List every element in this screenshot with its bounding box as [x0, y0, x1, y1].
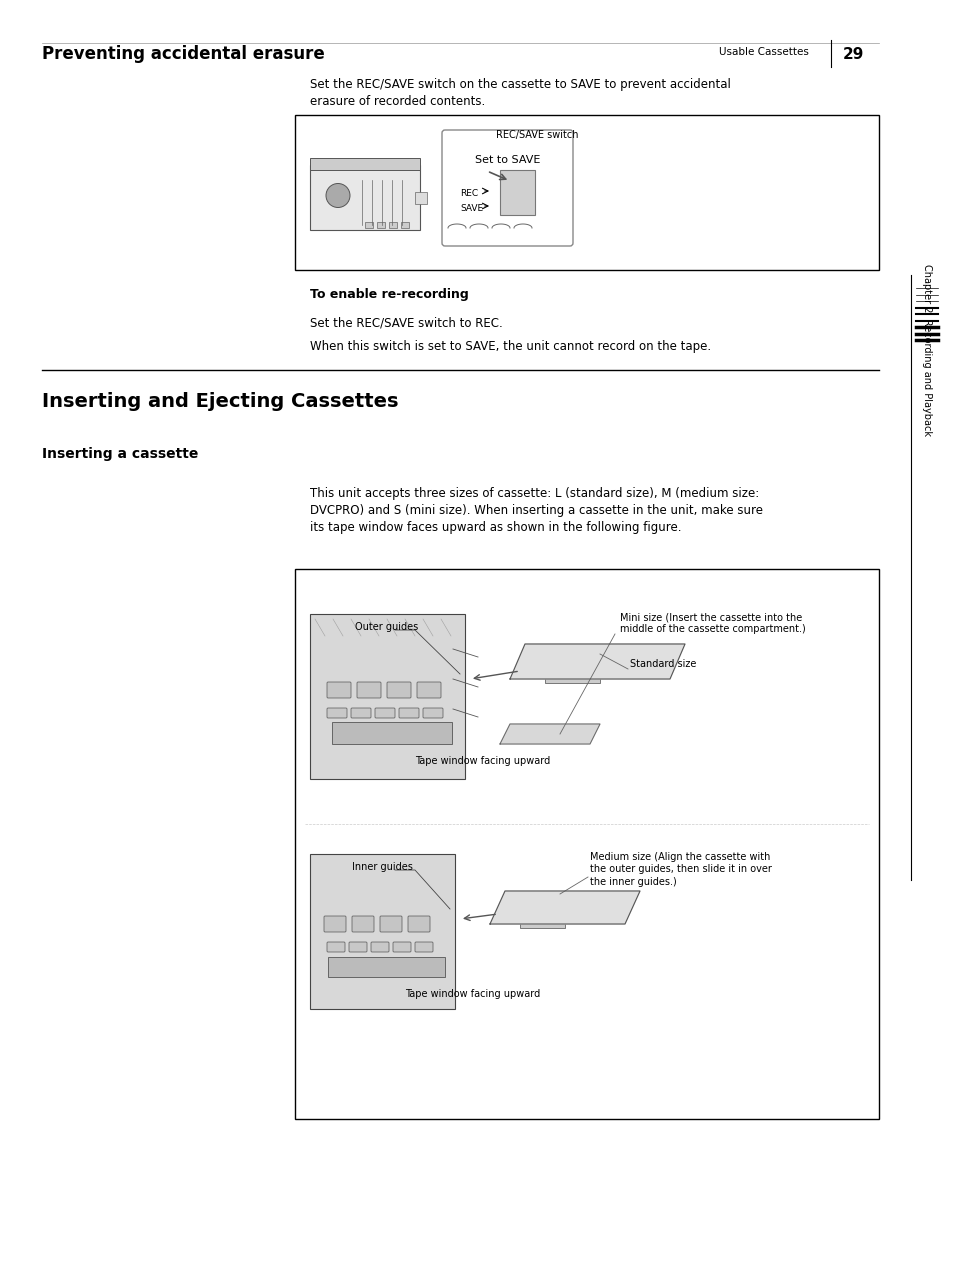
FancyBboxPatch shape — [393, 941, 411, 952]
Text: 29: 29 — [841, 47, 863, 62]
FancyBboxPatch shape — [356, 682, 380, 698]
Text: Inner guides: Inner guides — [352, 862, 413, 871]
Text: Set to SAVE: Set to SAVE — [475, 155, 539, 166]
FancyBboxPatch shape — [294, 115, 878, 270]
Polygon shape — [510, 643, 684, 679]
FancyBboxPatch shape — [398, 708, 418, 719]
Circle shape — [326, 183, 350, 208]
Text: Preventing accidental erasure: Preventing accidental erasure — [42, 45, 324, 62]
FancyBboxPatch shape — [327, 941, 345, 952]
FancyBboxPatch shape — [365, 222, 373, 228]
Text: When this switch is set to SAVE, the unit cannot record on the tape.: When this switch is set to SAVE, the uni… — [310, 340, 710, 353]
FancyBboxPatch shape — [379, 916, 401, 933]
Text: Chapter 2  Recording and Playback: Chapter 2 Recording and Playback — [921, 264, 931, 436]
FancyBboxPatch shape — [327, 682, 351, 698]
FancyBboxPatch shape — [375, 708, 395, 719]
Text: REC: REC — [459, 189, 477, 197]
FancyBboxPatch shape — [310, 614, 464, 778]
FancyBboxPatch shape — [499, 169, 535, 215]
Text: Outer guides: Outer guides — [355, 622, 417, 632]
FancyBboxPatch shape — [328, 957, 444, 977]
Text: Inserting a cassette: Inserting a cassette — [42, 447, 198, 461]
FancyBboxPatch shape — [389, 222, 396, 228]
FancyBboxPatch shape — [422, 708, 442, 719]
Text: Standard size: Standard size — [629, 659, 696, 669]
FancyBboxPatch shape — [327, 708, 347, 719]
FancyBboxPatch shape — [349, 941, 367, 952]
FancyBboxPatch shape — [519, 916, 564, 927]
FancyBboxPatch shape — [376, 222, 385, 228]
Text: Tape window facing upward: Tape window facing upward — [405, 989, 539, 999]
FancyBboxPatch shape — [387, 682, 411, 698]
FancyBboxPatch shape — [310, 158, 419, 169]
FancyBboxPatch shape — [544, 671, 599, 683]
FancyBboxPatch shape — [415, 941, 433, 952]
FancyBboxPatch shape — [352, 916, 374, 933]
Polygon shape — [499, 724, 599, 744]
Text: Mini size (Insert the cassette into the
middle of the cassette compartment.): Mini size (Insert the cassette into the … — [619, 612, 805, 634]
FancyBboxPatch shape — [400, 222, 409, 228]
Text: Tape window facing upward: Tape window facing upward — [415, 755, 550, 766]
FancyBboxPatch shape — [310, 854, 455, 1009]
Text: This unit accepts three sizes of cassette: L (standard size), M (medium size:
DV: This unit accepts three sizes of cassett… — [310, 487, 762, 534]
FancyBboxPatch shape — [415, 191, 427, 204]
FancyBboxPatch shape — [294, 569, 878, 1119]
Text: Usable Cassettes: Usable Cassettes — [719, 47, 808, 57]
FancyBboxPatch shape — [371, 941, 389, 952]
Text: Medium size (Align the cassette with
the outer guides, then slide it in over
the: Medium size (Align the cassette with the… — [589, 852, 771, 887]
Text: SAVE: SAVE — [459, 204, 482, 213]
Text: To enable re-recording: To enable re-recording — [310, 288, 468, 301]
FancyBboxPatch shape — [310, 166, 419, 231]
FancyBboxPatch shape — [441, 130, 573, 246]
FancyBboxPatch shape — [408, 916, 430, 933]
Text: Set the REC/SAVE switch to REC.: Set the REC/SAVE switch to REC. — [310, 316, 502, 329]
FancyBboxPatch shape — [332, 722, 452, 744]
FancyBboxPatch shape — [416, 682, 440, 698]
FancyBboxPatch shape — [324, 916, 346, 933]
Text: REC/SAVE switch: REC/SAVE switch — [496, 130, 578, 140]
Polygon shape — [490, 891, 639, 924]
Text: Inserting and Ejecting Cassettes: Inserting and Ejecting Cassettes — [42, 392, 398, 412]
FancyBboxPatch shape — [351, 708, 371, 719]
Text: Set the REC/SAVE switch on the cassette to SAVE to prevent accidental
erasure of: Set the REC/SAVE switch on the cassette … — [310, 78, 730, 108]
